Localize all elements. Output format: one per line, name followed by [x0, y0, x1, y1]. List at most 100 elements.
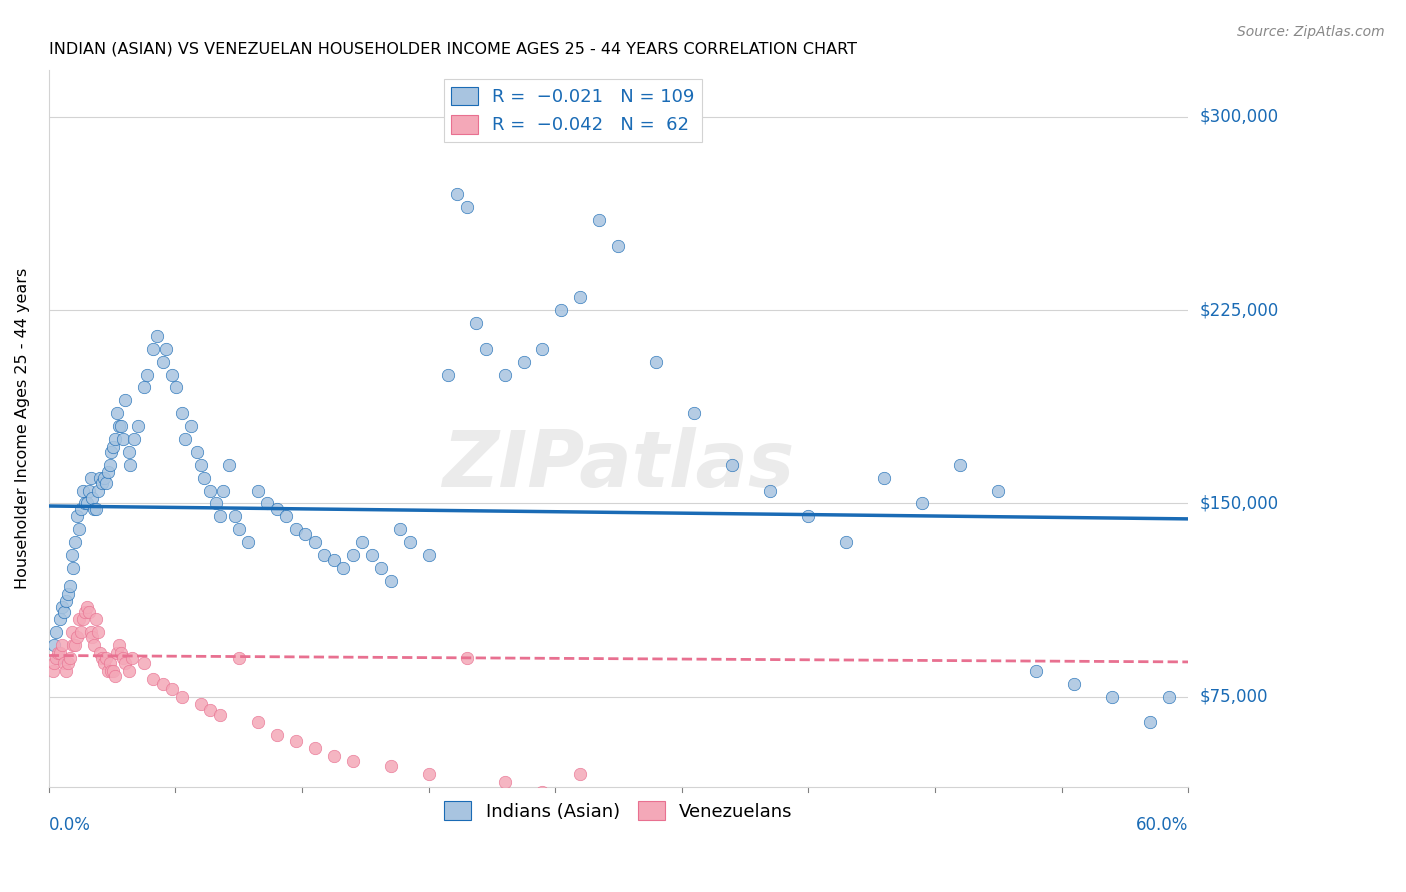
Point — [132, 380, 155, 394]
Point — [446, 187, 468, 202]
Point — [83, 638, 105, 652]
Point — [132, 657, 155, 671]
Point — [45, 625, 67, 640]
Point — [73, 496, 96, 510]
Point — [198, 703, 221, 717]
Text: $300,000: $300,000 — [1199, 108, 1278, 126]
Point — [98, 458, 121, 472]
Point — [332, 561, 354, 575]
Point — [100, 445, 122, 459]
Point — [208, 509, 231, 524]
Point — [89, 470, 111, 484]
Point — [52, 605, 75, 619]
Point — [380, 574, 402, 588]
Point — [104, 669, 127, 683]
Point — [294, 527, 316, 541]
Text: Source: ZipAtlas.com: Source: ZipAtlas.com — [1237, 25, 1385, 39]
Point — [1025, 664, 1047, 678]
Point — [89, 646, 111, 660]
Point — [224, 509, 246, 524]
Point — [474, 342, 496, 356]
Point — [607, 238, 630, 252]
Point — [108, 419, 131, 434]
Point — [170, 406, 193, 420]
Point — [59, 651, 82, 665]
Point — [174, 432, 197, 446]
Point — [103, 440, 125, 454]
Point — [531, 342, 554, 356]
Point — [117, 445, 139, 459]
Point — [97, 664, 120, 678]
Legend: Indians (Asian), Venezuelans: Indians (Asian), Venezuelans — [437, 794, 800, 828]
Point — [569, 767, 592, 781]
Point — [104, 432, 127, 446]
Point — [352, 535, 374, 549]
Text: $150,000: $150,000 — [1199, 494, 1278, 512]
Point — [103, 664, 125, 678]
Point — [588, 213, 610, 227]
Text: $225,000: $225,000 — [1199, 301, 1278, 319]
Point — [111, 432, 134, 446]
Point — [198, 483, 221, 498]
Point — [284, 733, 307, 747]
Point — [949, 458, 972, 472]
Point — [44, 657, 66, 671]
Point — [114, 657, 136, 671]
Point — [322, 553, 344, 567]
Point — [82, 631, 104, 645]
Point — [797, 509, 820, 524]
Point — [97, 466, 120, 480]
Point — [66, 631, 89, 645]
Point — [152, 677, 174, 691]
Point — [1063, 677, 1085, 691]
Point — [193, 470, 215, 484]
Point — [79, 470, 101, 484]
Point — [49, 646, 72, 660]
Point — [987, 483, 1010, 498]
Point — [65, 535, 87, 549]
Point — [51, 638, 73, 652]
Point — [60, 548, 83, 562]
Point — [60, 625, 83, 640]
Point — [322, 749, 344, 764]
Point — [72, 612, 94, 626]
Text: INDIAN (ASIAN) VS VENEZUELAN HOUSEHOLDER INCOME AGES 25 - 44 YEARS CORRELATION C: INDIAN (ASIAN) VS VENEZUELAN HOUSEHOLDER… — [49, 42, 856, 57]
Point — [65, 638, 87, 652]
Point — [108, 638, 131, 652]
Point — [46, 646, 69, 660]
Point — [759, 483, 782, 498]
Point — [41, 664, 63, 678]
Point — [304, 535, 326, 549]
Point — [122, 432, 145, 446]
Point — [180, 419, 202, 434]
Point — [114, 393, 136, 408]
Point — [205, 496, 228, 510]
Point — [72, 483, 94, 498]
Point — [398, 535, 420, 549]
Point — [45, 651, 67, 665]
Point — [142, 342, 165, 356]
Point — [66, 509, 89, 524]
Point — [94, 475, 117, 490]
Point — [83, 501, 105, 516]
Point — [110, 419, 132, 434]
Point — [186, 445, 208, 459]
Point — [266, 501, 288, 516]
Point — [360, 548, 382, 562]
Point — [276, 509, 298, 524]
Point — [110, 646, 132, 660]
Point — [77, 483, 100, 498]
Point — [152, 354, 174, 368]
Point — [117, 664, 139, 678]
Point — [436, 368, 458, 382]
Point — [73, 605, 96, 619]
Point — [44, 638, 66, 652]
Point — [111, 651, 134, 665]
Point — [873, 470, 896, 484]
Point — [569, 290, 592, 304]
Point — [93, 657, 115, 671]
Point — [84, 612, 107, 626]
Point — [246, 715, 269, 730]
Point — [456, 200, 478, 214]
Point — [208, 707, 231, 722]
